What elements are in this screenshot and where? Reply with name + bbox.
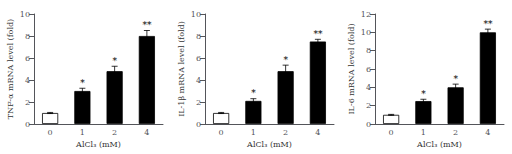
svg-text:8: 8: [25, 32, 30, 41]
svg-text:1: 1: [251, 128, 256, 137]
svg-text:0: 0: [196, 120, 201, 129]
svg-text:AlCl₃ (mM): AlCl₃ (mM): [75, 140, 121, 149]
svg-text:4: 4: [366, 83, 371, 92]
svg-text:*: *: [80, 78, 85, 88]
svg-text:6: 6: [366, 65, 371, 74]
svg-text:*: *: [112, 56, 117, 66]
svg-text:0: 0: [219, 128, 224, 137]
svg-text:0: 0: [48, 128, 53, 137]
svg-text:1: 1: [80, 128, 85, 137]
svg-text:4: 4: [485, 128, 490, 137]
svg-text:1: 1: [421, 128, 426, 137]
svg-text:*: *: [283, 55, 288, 65]
svg-text:2: 2: [196, 98, 201, 107]
svg-text:*: *: [421, 89, 426, 99]
svg-text:4: 4: [196, 76, 201, 85]
svg-text:10: 10: [191, 10, 201, 19]
svg-text:2: 2: [25, 98, 30, 107]
svg-text:10: 10: [20, 10, 30, 19]
svg-text:2: 2: [453, 128, 458, 137]
svg-text:**: **: [142, 20, 152, 30]
svg-text:IL-6 mRNA level (fold): IL-6 mRNA level (fold): [347, 23, 356, 114]
svg-text:12: 12: [361, 10, 371, 19]
svg-text:2: 2: [112, 128, 117, 137]
svg-text:AlCl₃ (mM): AlCl₃ (mM): [416, 140, 462, 149]
svg-text:2: 2: [283, 128, 288, 137]
svg-text:4: 4: [25, 76, 30, 85]
svg-text:*: *: [251, 88, 256, 98]
svg-text:IL-1β mRNA level (fold): IL-1β mRNA level (fold): [177, 21, 186, 117]
svg-text:0: 0: [389, 128, 394, 137]
svg-text:0: 0: [366, 120, 371, 129]
svg-text:6: 6: [25, 54, 30, 63]
svg-text:**: **: [483, 19, 493, 29]
svg-text:4: 4: [144, 128, 149, 137]
svg-text:**: **: [313, 29, 323, 39]
svg-text:AlCl₃ (mM): AlCl₃ (mM): [246, 140, 292, 149]
svg-text:4: 4: [315, 128, 320, 137]
svg-text:0: 0: [25, 120, 30, 129]
svg-text:6: 6: [196, 54, 201, 63]
svg-text:TNF-α mRNA level (fold): TNF-α mRNA level (fold): [6, 19, 15, 119]
svg-text:8: 8: [196, 32, 201, 41]
svg-text:*: *: [453, 74, 458, 84]
svg-text:2: 2: [366, 101, 371, 110]
svg-text:8: 8: [366, 46, 371, 55]
svg-text:10: 10: [361, 28, 371, 37]
